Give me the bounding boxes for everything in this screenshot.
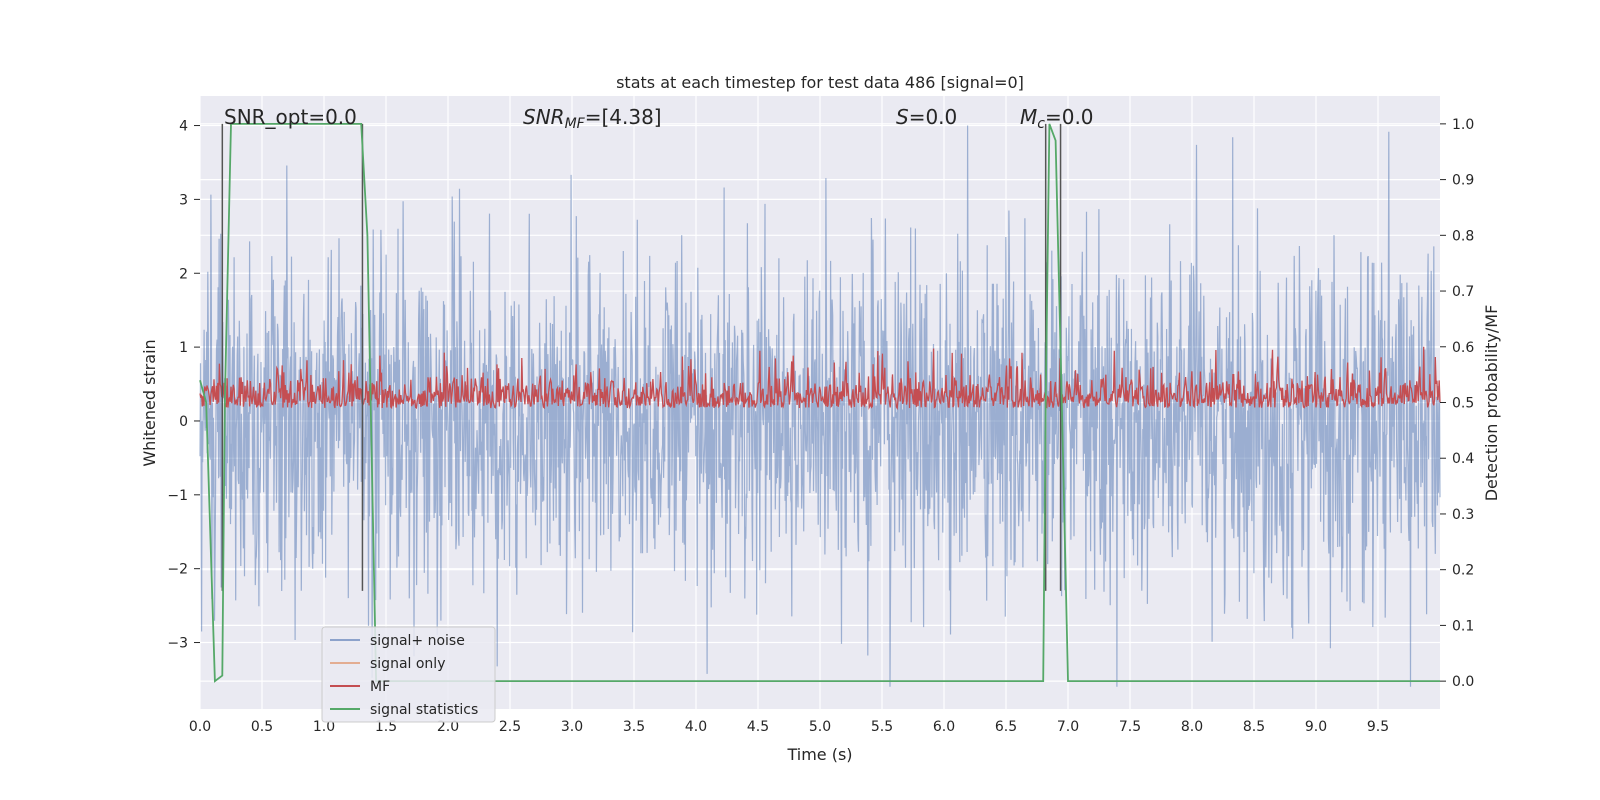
x-tick-label: 8.5 — [1243, 719, 1265, 735]
x-tick-label: 1.0 — [313, 719, 335, 735]
y2-tick-label: 0.4 — [1452, 451, 1474, 467]
signal-statistics-line — [199, 123, 1440, 683]
y-tick-label: 0 — [179, 414, 188, 430]
series-signal-statistics — [199, 123, 1440, 683]
x-axis-ticks: 0.0 0.5 1.0 1.5 2.0 2.5 3.0 3.5 4.0 4.5 5.0 5.5 6.0 6… — [189, 719, 1389, 735]
x-tick-label: 8.0 — [1181, 719, 1203, 735]
x-tick-label: 1.5 — [375, 719, 397, 735]
y-tick-label: −3 — [167, 636, 188, 652]
x-tick-label: 5.0 — [809, 719, 831, 735]
y-axis-label: Whitened strain — [140, 339, 159, 466]
x-tick-label: 2.5 — [499, 719, 521, 735]
y-tick-label: 1 — [179, 340, 188, 356]
noise-line — [199, 125, 1441, 687]
x-tick-label: 0.5 — [251, 719, 273, 735]
y2-tick-label: 0.2 — [1452, 563, 1474, 579]
x-tick-label: 5.5 — [871, 719, 893, 735]
y-tick-label: 2 — [179, 266, 188, 282]
y-tick-label: −2 — [167, 562, 188, 578]
legend-label-signal-noise: signal+ noise — [370, 633, 465, 649]
y2-tick-label: 0.5 — [1452, 396, 1474, 412]
x-tick-label: 3.5 — [623, 719, 645, 735]
y2-tick-label: 0.6 — [1452, 340, 1474, 356]
x-tick-label: 6.0 — [933, 719, 955, 735]
y2-tick-label: 0.0 — [1452, 674, 1474, 690]
legend-label-signal-only: signal only — [370, 656, 445, 672]
annotation-snr-opt: SNR_opt=0.0 — [224, 105, 357, 129]
y-tick-label: −1 — [167, 488, 188, 504]
y2-axis-ticks: 1.0 0.9 0.8 0.7 0.6 0.5 0.4 0.3 0.2 0.1 0.0 — [1440, 117, 1474, 690]
x-tick-label: 4.0 — [685, 719, 707, 735]
mf-line — [199, 346, 1441, 410]
x-tick-label: 7.0 — [1057, 719, 1079, 735]
y-tick-label: 3 — [179, 192, 188, 208]
y-tick-label: 4 — [179, 119, 188, 135]
annotation-snr-mf: SNRMF=[4.38] — [523, 105, 662, 132]
y2-tick-label: 0.7 — [1452, 284, 1474, 300]
legend-label-signal-statistics: signal statistics — [370, 702, 478, 718]
annotation-s: S=0.0 — [896, 105, 957, 129]
x-axis-label: Time (s) — [786, 745, 852, 764]
annotation-mc: Mc=0.0 — [1020, 105, 1094, 132]
y2-tick-label: 0.1 — [1452, 618, 1474, 634]
y2-tick-label: 1.0 — [1452, 117, 1474, 133]
y2-tick-label: 0.3 — [1452, 507, 1474, 523]
legend-label-mf: MF — [370, 679, 390, 695]
x-tick-label: 2.0 — [437, 719, 459, 735]
x-tick-label: 3.0 — [561, 719, 583, 735]
x-tick-label: 9.0 — [1305, 719, 1327, 735]
y-axis-ticks: 4 3 2 1 0 −1 −2 −3 — [167, 119, 200, 652]
x-tick-label: 4.5 — [747, 719, 769, 735]
chart-title: stats at each timestep for test data 486… — [616, 73, 1024, 92]
legend: signal+ noise signal only MF signal stat… — [321, 626, 496, 723]
y2-tick-label: 0.8 — [1452, 228, 1474, 244]
x-tick-label: 7.5 — [1119, 719, 1141, 735]
x-tick-label: 9.5 — [1367, 719, 1389, 735]
series-mf — [199, 346, 1441, 410]
y2-tick-label: 0.9 — [1452, 173, 1474, 189]
x-tick-label: 6.5 — [995, 719, 1017, 735]
series-signal-noise — [199, 125, 1441, 687]
x-tick-label: 0.0 — [189, 719, 211, 735]
y2-axis-label: Detection probability/MF — [1482, 305, 1501, 502]
legend-box — [321, 626, 496, 723]
